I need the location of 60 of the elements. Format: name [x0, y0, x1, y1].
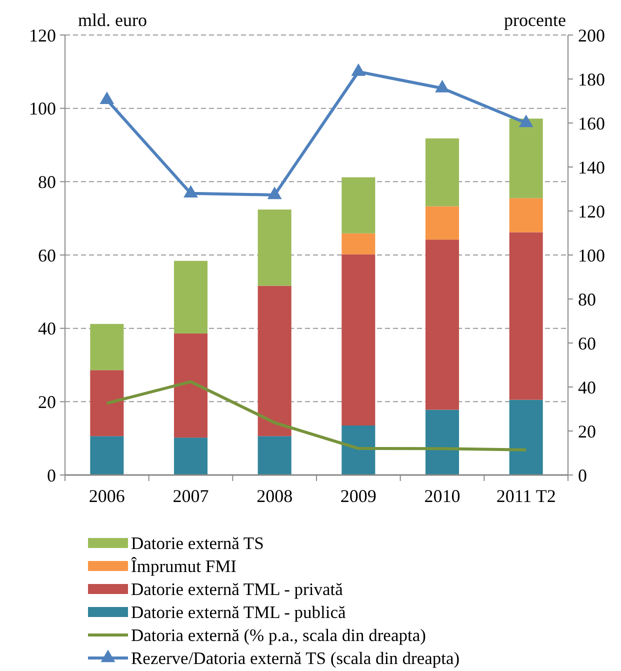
legend-label: Împrumut FMI: [131, 556, 237, 576]
bar: [90, 436, 124, 475]
bar: [90, 370, 124, 436]
legend-label: Datoria externă (% p.a., scala din dreapta): [131, 625, 426, 646]
y2-tick-label: 160: [578, 113, 605, 134]
bar: [174, 260, 208, 334]
bar: [425, 410, 460, 475]
y-axis-title: mld. euro: [78, 10, 147, 30]
y-tick-label: 60: [38, 245, 56, 266]
y-tick-label: 40: [38, 318, 56, 339]
bar: [342, 177, 376, 234]
bar: [342, 233, 376, 254]
y2-tick-label: 80: [578, 289, 596, 310]
y-tick-label: 120: [29, 25, 56, 46]
y2-tick-label: 0: [578, 465, 587, 486]
bar: [509, 400, 543, 475]
y2-tick-label: 180: [578, 69, 605, 90]
point: [184, 185, 198, 198]
line-series: [105, 380, 528, 452]
x-tick-label: 2006: [88, 486, 125, 506]
bar: [425, 206, 460, 240]
bar: [342, 426, 376, 475]
legend-label: Datorie externă TML - publică: [131, 602, 346, 622]
x-tick-label: 2009: [340, 486, 376, 506]
y-tick-label: 20: [38, 392, 56, 412]
bar: [174, 333, 208, 438]
y2-tick-label: 200: [578, 25, 605, 46]
legend-label: Rezerve/Datoria externă TS (scala din dreapta): [131, 648, 460, 668]
bar: [258, 286, 292, 436]
bar: [90, 324, 124, 370]
y2-tick-label: 120: [578, 201, 605, 222]
legend-label: Datorie externă TML - privată: [131, 579, 344, 600]
point: [518, 114, 534, 128]
y-tick-label: 100: [29, 98, 56, 119]
bar: [509, 118, 543, 198]
bar: [425, 240, 460, 410]
y2-tick-label: 40: [578, 377, 596, 398]
point: [435, 80, 450, 92]
x-tick-label: 2010: [424, 486, 460, 506]
bar: [342, 254, 376, 426]
x-tick-label: 2008: [256, 486, 293, 506]
bar: [425, 138, 460, 206]
bar: [258, 436, 292, 475]
bar: [509, 232, 543, 400]
bar: [174, 438, 208, 475]
y2-tick-label: 100: [578, 245, 605, 266]
x-tick-label: 2007: [172, 486, 209, 506]
y2-tick-label: 60: [578, 333, 596, 354]
bar: [509, 198, 543, 232]
bar: [258, 210, 292, 286]
y2-tick-label: 20: [578, 421, 596, 442]
y2-axis-title: procente: [504, 10, 566, 30]
y-tick-label: 80: [38, 172, 56, 192]
x-tick-label: 2011 T2: [496, 486, 556, 506]
legend-label: Datorie externă TS: [131, 533, 264, 554]
y-tick-label: 0: [47, 465, 56, 486]
point: [100, 92, 114, 104]
point: [351, 63, 366, 76]
y2-tick-label: 140: [578, 157, 605, 178]
point: [267, 186, 282, 200]
